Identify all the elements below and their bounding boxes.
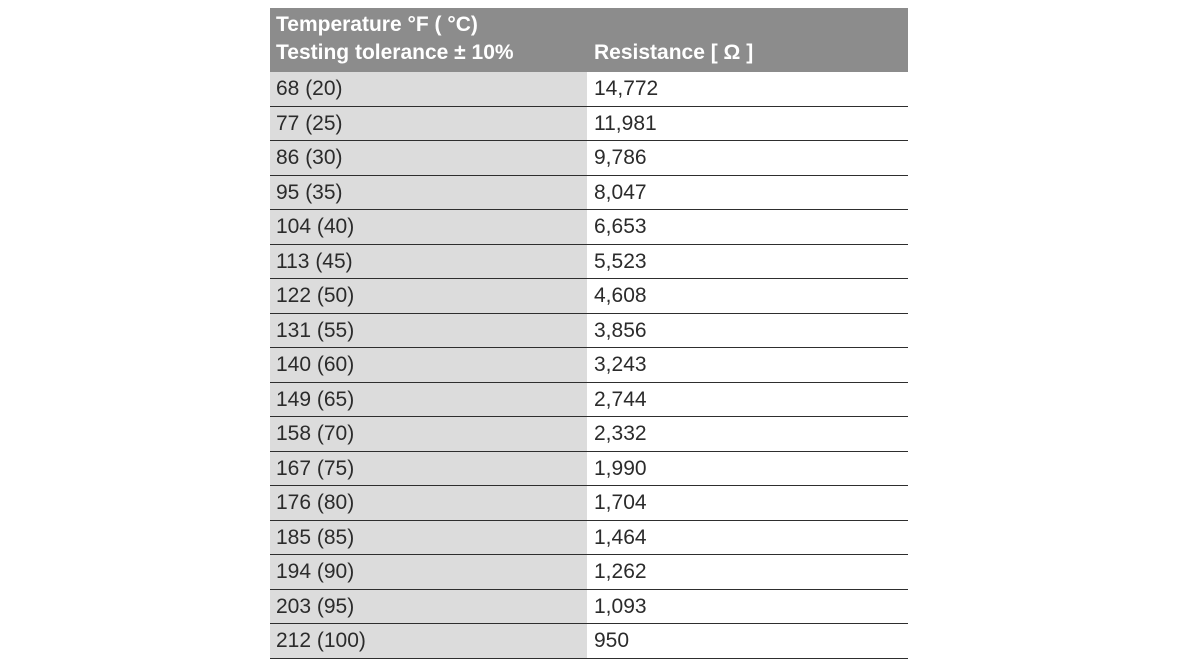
- resistance-cell: 4,608: [588, 279, 908, 313]
- tolerance-header: Testing tolerance ± 10%: [276, 41, 514, 64]
- temperature-cell: 68 (20): [270, 72, 588, 106]
- resistance-cell: 3,243: [588, 348, 908, 382]
- resistance-cell: 1,704: [588, 486, 908, 520]
- temperature-cell: 77 (25): [270, 106, 588, 140]
- temperature-cell: 104 (40): [270, 210, 588, 244]
- table-row: 212 (100) 950: [270, 624, 908, 659]
- temperature-cell: 113 (45): [270, 244, 588, 278]
- temperature-cell: 167 (75): [270, 451, 588, 485]
- temperature-header: Temperature °F ( °C): [276, 13, 478, 36]
- resistance-header: Resistance [ Ω ]: [594, 41, 754, 64]
- temperature-cell: 86 (30): [270, 141, 588, 175]
- table-row: 77 (25) 11,981: [270, 106, 908, 141]
- resistance-cell: 11,981: [588, 106, 908, 140]
- temperature-cell: 176 (80): [270, 486, 588, 520]
- resistance-cell: 3,856: [588, 313, 908, 347]
- table-row: 95 (35) 8,047: [270, 175, 908, 210]
- table-row: 68 (20) 14,772: [270, 72, 908, 107]
- temperature-cell: 122 (50): [270, 279, 588, 313]
- temperature-cell: 194 (90): [270, 555, 588, 589]
- table-body: 68 (20) 14,772 77 (25) 11,981 86 (30) 9,786 95…: [270, 72, 908, 659]
- resistance-cell: 2,744: [588, 382, 908, 416]
- resistance-cell: 5,523: [588, 244, 908, 278]
- table-row: 167 (75) 1,990: [270, 451, 908, 486]
- resistance-cell: 6,653: [588, 210, 908, 244]
- table-row: 113 (45) 5,523: [270, 244, 908, 279]
- resistance-cell: 950: [588, 624, 908, 658]
- temperature-cell: 212 (100): [270, 624, 588, 658]
- table-row: 131 (55) 3,856: [270, 313, 908, 348]
- temperature-cell: 203 (95): [270, 589, 588, 623]
- temperature-cell: 149 (65): [270, 382, 588, 416]
- table-row: 140 (60) 3,243: [270, 348, 908, 383]
- temperature-cell: 158 (70): [270, 417, 588, 451]
- temperature-cell: 95 (35): [270, 175, 588, 209]
- table-row: 185 (85) 1,464: [270, 520, 908, 555]
- table-row: 149 (65) 2,744: [270, 382, 908, 417]
- resistance-cell: 9,786: [588, 141, 908, 175]
- table-row: 176 (80) 1,704: [270, 486, 908, 521]
- resistance-cell: 1,262: [588, 555, 908, 589]
- resistance-cell: 1,464: [588, 520, 908, 554]
- resistance-table: Temperature °F ( °C) Testing tolerance ±…: [270, 8, 908, 659]
- table-row: 104 (40) 6,653: [270, 210, 908, 245]
- resistance-cell: 1,990: [588, 451, 908, 485]
- temperature-cell: 131 (55): [270, 313, 588, 347]
- table-row: 122 (50) 4,608: [270, 279, 908, 314]
- table-row: 194 (90) 1,262: [270, 555, 908, 590]
- table-row: 158 (70) 2,332: [270, 417, 908, 452]
- resistance-cell: 2,332: [588, 417, 908, 451]
- table-row: 203 (95) 1,093: [270, 589, 908, 624]
- resistance-cell: 1,093: [588, 589, 908, 623]
- table-header: Temperature °F ( °C) Testing tolerance ±…: [270, 8, 908, 72]
- temperature-cell: 185 (85): [270, 520, 588, 554]
- resistance-cell: 14,772: [588, 72, 908, 106]
- resistance-cell: 8,047: [588, 175, 908, 209]
- temperature-cell: 140 (60): [270, 348, 588, 382]
- table-row: 86 (30) 9,786: [270, 141, 908, 176]
